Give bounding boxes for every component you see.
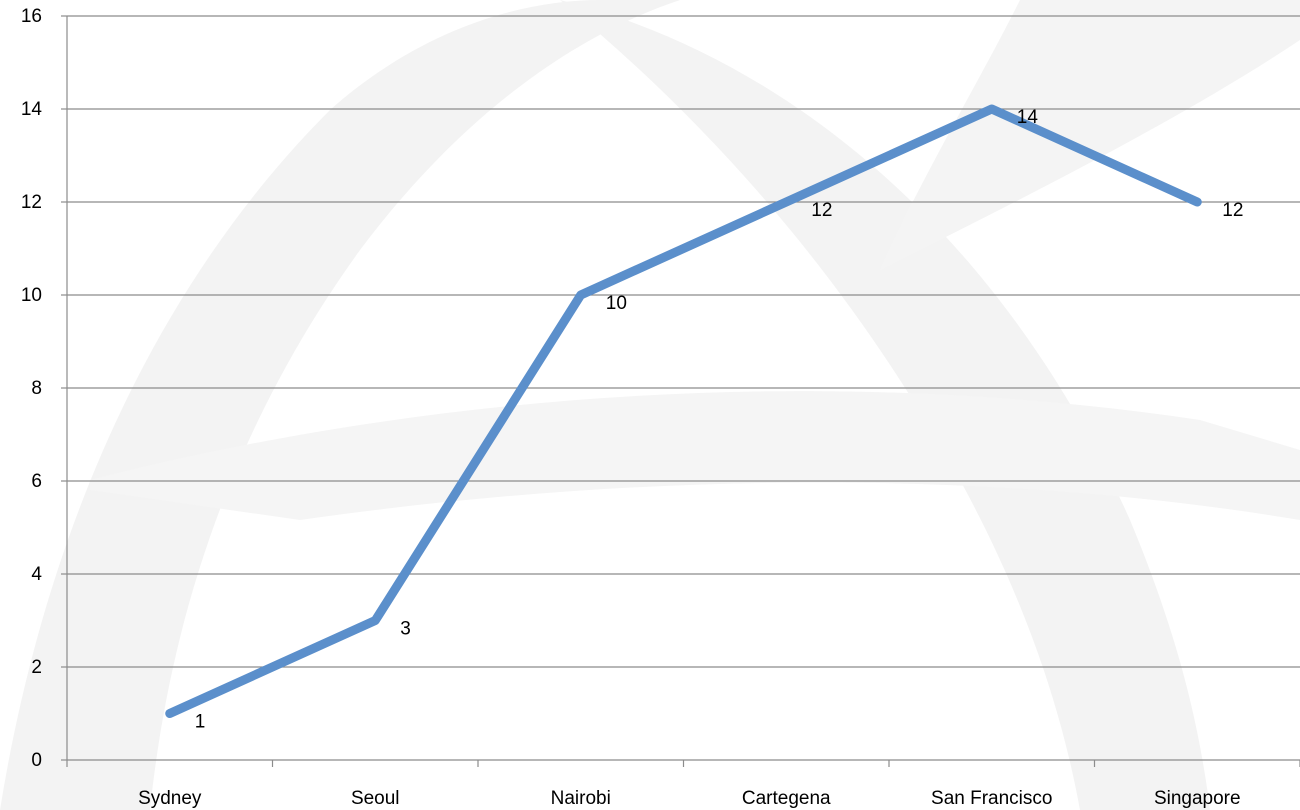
series-layer xyxy=(165,104,1202,718)
data-label-nairobi: 10 xyxy=(606,293,627,314)
x-tick-label-sydney: Sydney xyxy=(138,788,202,809)
gridlines xyxy=(67,15,1300,668)
y-tick-label-12: 12 xyxy=(21,192,42,213)
data-label-san-francisco: 14 xyxy=(1017,107,1039,128)
y-tick-label-10: 10 xyxy=(21,285,42,306)
data-label-sydney: 1 xyxy=(195,712,206,733)
watermark-arc-right xyxy=(560,0,1210,810)
x-axis-tick-labels: Sydney Seoul Nairobi Cartegena San Francisco… xyxy=(138,788,1241,809)
x-tick-label-san-francisco: San Francisco xyxy=(931,788,1052,809)
y-tick-label-0: 0 xyxy=(31,750,42,771)
y-tick-label-6: 6 xyxy=(31,471,42,492)
series-line-0 xyxy=(165,104,1202,718)
data-label-seoul: 3 xyxy=(400,619,411,640)
y-tick-label-2: 2 xyxy=(31,657,42,678)
y-tick-label-14: 14 xyxy=(21,99,43,120)
data-label-singapore: 12 xyxy=(1222,200,1243,221)
y-axis-tick-labels: 0 2 4 6 8 10 12 14 16 xyxy=(21,6,43,771)
x-tick-label-nairobi: Nairobi xyxy=(551,788,611,809)
data-label-cartegena: 12 xyxy=(811,200,832,221)
x-tick-label-seoul: Seoul xyxy=(351,788,400,809)
y-tick-label-4: 4 xyxy=(31,564,42,585)
watermark-arc-left xyxy=(0,0,680,810)
watermark-swoosh xyxy=(90,391,1300,520)
axes xyxy=(61,15,1300,767)
y-tick-label-16: 16 xyxy=(21,6,42,27)
data-labels: 1 3 10 12 14 12 xyxy=(195,107,1244,733)
x-tick-label-singapore: Singapore xyxy=(1154,788,1241,809)
x-tick-label-cartegena: Cartegena xyxy=(742,788,831,809)
y-tick-label-8: 8 xyxy=(31,378,42,399)
